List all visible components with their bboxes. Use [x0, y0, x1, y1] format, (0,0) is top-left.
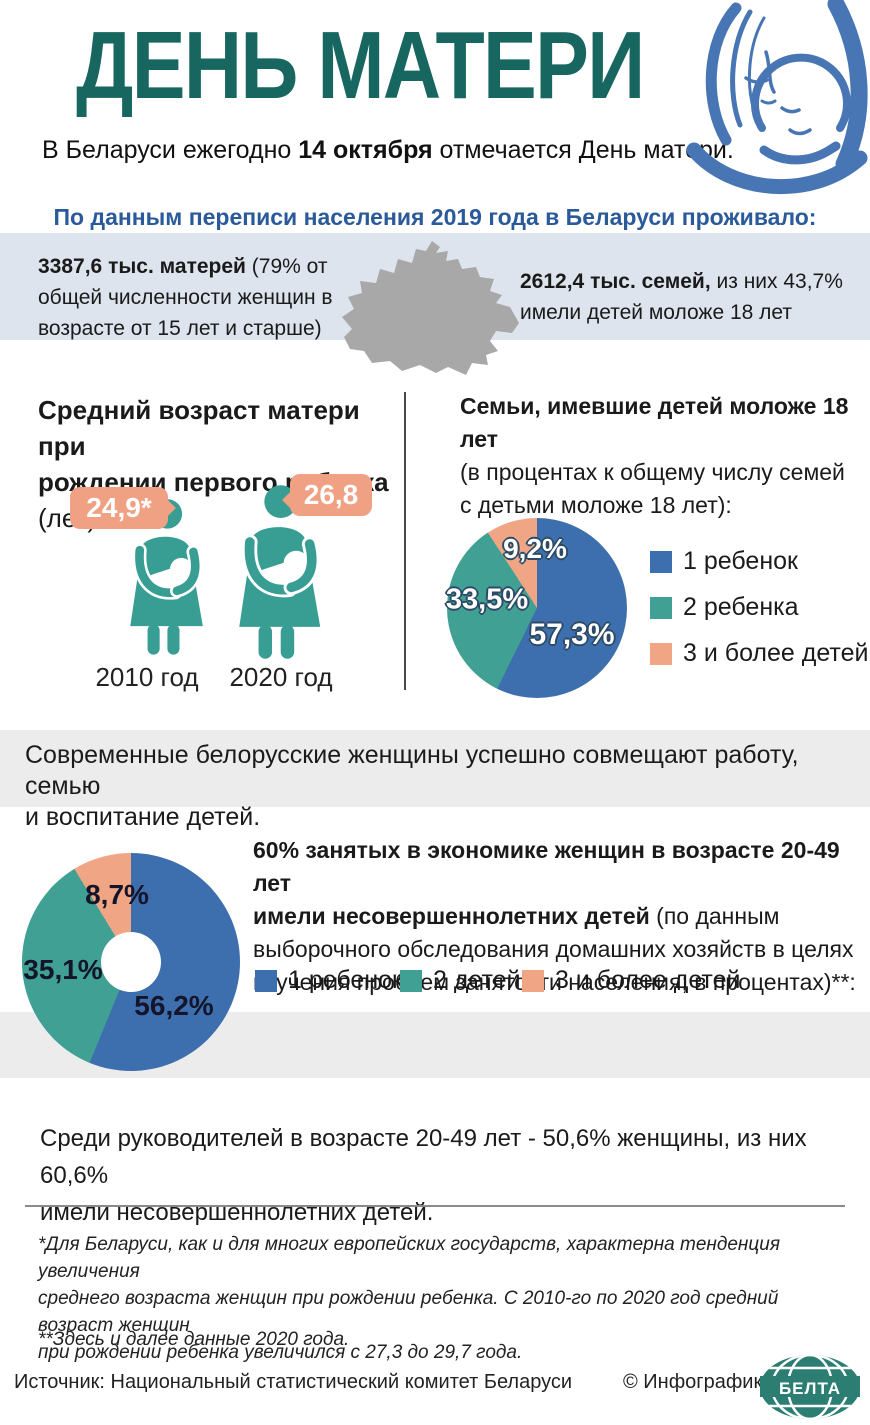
families-stat: 2612,4 тыс. семей, из них 43,7% имели де…	[520, 266, 850, 328]
legend-label: 1 ребенок	[288, 966, 403, 994]
footer-source: Источник: Национальный статистический ко…	[14, 1371, 573, 1393]
belta-logo-text: БЕЛТА	[779, 1379, 841, 1398]
employed-donut-chart: 8,7% 35,1% 56,2%	[22, 853, 240, 1071]
legend-label: 2 ребенка	[683, 593, 799, 621]
footnote-2: **Здесь и далее данные 2020 года.	[38, 1329, 350, 1350]
work-band-text: Современные белорусские женщины успешно …	[25, 741, 799, 831]
families-stat-value: 2612,4 тыс. семей,	[520, 270, 711, 293]
census-heading: По данным переписи населения 2019 года в…	[53, 204, 817, 230]
legend-swatch-salmon	[522, 969, 544, 992]
year-label-2010: 2010 год	[95, 662, 199, 692]
legend-swatch-teal	[650, 596, 672, 619]
mother-figure-2020-icon	[239, 485, 321, 659]
belarus-map	[342, 241, 519, 375]
families-pie-chart: 57,3% 33,5% 9,2%	[445, 518, 627, 698]
subtitle-date: 14 октября	[298, 136, 433, 164]
work-band	[0, 730, 870, 807]
mothers-stat-detail: (79% от общей численности женщин в возра…	[38, 255, 333, 340]
mothers-stat: 3387,6 тыс. матерей (79% от общей числен…	[38, 251, 350, 344]
employed-text-bold: 60% занятых в экономике женщин в возраст…	[253, 837, 840, 929]
legend-item: 3 и более детей	[650, 639, 868, 668]
divider-line	[25, 1205, 845, 1207]
footer-copyright: © Инфографика	[623, 1371, 774, 1393]
legend-swatch-teal	[400, 969, 422, 992]
legend-swatch-salmon	[650, 642, 672, 665]
pie-slice-label-1-child: 57,3%	[529, 618, 615, 651]
subtitle-prefix: В Беларуси ежегодно	[42, 136, 299, 164]
donut-label-2-children: 35,1%	[23, 954, 103, 985]
donut-hole	[101, 932, 161, 992]
age-value-2020: 26,8	[303, 479, 359, 510]
families-heading: Семьи, имевшие детей моложе 18 лет (в пр…	[460, 390, 865, 522]
legend-swatch-blue	[650, 550, 672, 573]
pie-slice-label-2-children: 33,5%	[445, 583, 529, 616]
legend-item: 2 детей	[400, 966, 521, 995]
families-stat-detail: из них 43,7% имели детей моложе 18 лет	[520, 270, 843, 324]
legend-label: 3 и более детей	[683, 639, 869, 667]
pie-slice-label-3plus-children: 9,2%	[503, 533, 567, 564]
families-legend: 1 ребенок 2 ребенка 3 и более детей	[650, 547, 868, 668]
donut-label-1-child: 56,2%	[134, 990, 214, 1021]
legend-item: 1 ребенок	[650, 547, 868, 576]
legend-label: 3 и более детей	[555, 966, 741, 994]
page-subtitle: В Беларуси ежегодно 14 октября отмечаетс…	[42, 136, 734, 165]
donut-label-3plus-children: 8,7%	[85, 879, 149, 910]
age-bubble-2010: 24,9*	[70, 487, 168, 529]
managers-text: Среди руководителей в возрасте 20-49 лет…	[40, 1125, 807, 1226]
legend-swatch-blue	[255, 969, 277, 992]
section-divider	[404, 392, 406, 690]
age-bubble-2020: 26,8	[290, 474, 372, 516]
legend-item: 2 ребенка	[650, 593, 868, 622]
families-heading-detail: (в процентах к общему числу семей с деть…	[460, 459, 845, 518]
year-label-2020: 2020 год	[229, 662, 333, 692]
mothers-stat-value: 3387,6 тыс. матерей	[38, 255, 246, 278]
footnote-1: *Для Беларуси, как и для многих европейс…	[38, 1234, 780, 1363]
belta-logo: БЕЛТА	[760, 1355, 860, 1419]
legend-label: 1 ребенок	[683, 547, 798, 575]
legend-item: 1 ребенок	[255, 966, 403, 995]
age-value-2010: 24,9*	[86, 492, 152, 523]
families-heading-bold: Семьи, имевшие детей моложе 18 лет	[460, 393, 849, 452]
legend-item: 3 и более детей	[522, 966, 740, 995]
page-title: ДЕНЬ МАТЕРИ	[76, 12, 645, 119]
mother-and-baby-logo-icon	[686, 0, 868, 195]
legend-label: 2 детей	[433, 966, 521, 994]
subtitle-suffix: отмечается День матери.	[432, 136, 734, 164]
